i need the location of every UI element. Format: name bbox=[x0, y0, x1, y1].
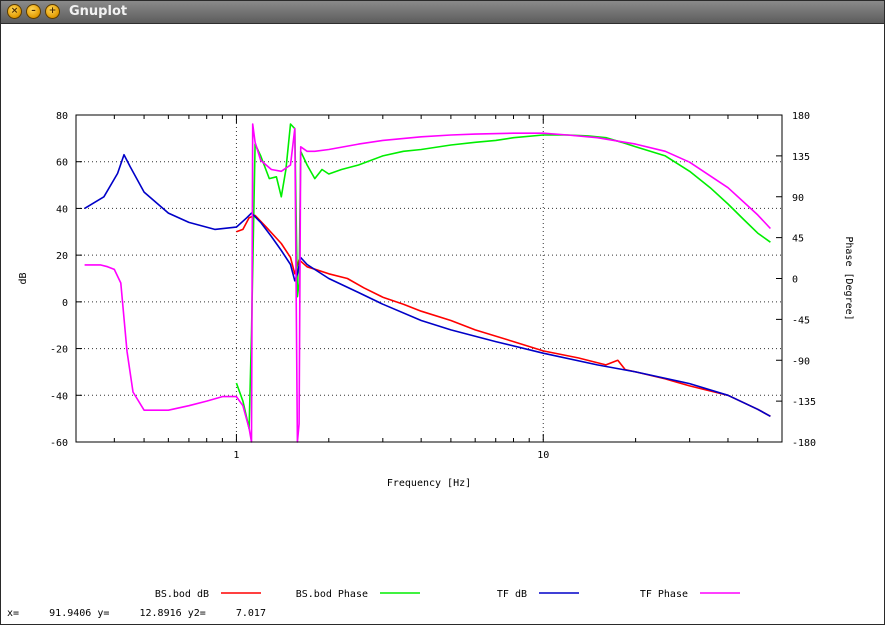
x-tick-label: 1 bbox=[233, 450, 239, 461]
plot-frame bbox=[75, 114, 783, 443]
y2-tick-label: 45 bbox=[792, 234, 804, 245]
legend-label-4: TF Phase bbox=[640, 589, 688, 600]
y2-tick-label: -90 bbox=[792, 356, 810, 367]
y2-tick-label: 90 bbox=[792, 193, 804, 204]
y2-readout-label: y2= bbox=[187, 608, 206, 619]
y-tick-label: -40 bbox=[50, 391, 68, 402]
series-lines bbox=[84, 123, 771, 443]
x-tick-label: 10 bbox=[537, 450, 549, 461]
maximize-icon[interactable]: + bbox=[45, 4, 60, 19]
bode-plot: -60 -40 -20 0 20 40 60 80 -180 -135 -90 -45 0 45 90 135… bbox=[18, 111, 854, 600]
legend-label-2: BS.bod Phase bbox=[296, 589, 368, 600]
y2-tick-label: 180 bbox=[792, 111, 810, 122]
grid-lines bbox=[76, 115, 782, 442]
legend-label-1: BS.bod dB bbox=[155, 589, 209, 600]
series-line-1 bbox=[236, 214, 771, 418]
y2-tick-label: 0 bbox=[792, 275, 798, 286]
x-axis-label: Frequency [Hz] bbox=[387, 478, 471, 489]
y-tick-label: 20 bbox=[56, 251, 68, 262]
legend-label-3: TF dB bbox=[497, 589, 527, 600]
tick-labels: -60 -40 -20 0 20 40 60 80 -180 -135 -90 -45 0 45 90 135… bbox=[50, 111, 816, 461]
x-readout-value: 91.9406 bbox=[49, 608, 92, 619]
y2-tick-label: 135 bbox=[792, 152, 810, 163]
y2-axis-label: Phase [Degree] bbox=[843, 236, 854, 320]
series-line-4 bbox=[84, 123, 771, 443]
y-axis-label: dB bbox=[18, 272, 29, 284]
close-icon[interactable]: × bbox=[7, 4, 22, 19]
legend: BS.bod dB BS.bod Phase TF dB TF Phase bbox=[155, 589, 740, 600]
y-tick-label: 0 bbox=[62, 298, 68, 309]
y-tick-label: -20 bbox=[50, 345, 68, 356]
x-readout-label: x= bbox=[7, 608, 20, 619]
y2-tick-label: -180 bbox=[792, 438, 816, 449]
series-line-2 bbox=[235, 123, 771, 430]
y-tick-label: 60 bbox=[56, 158, 68, 169]
y-tick-label: 80 bbox=[56, 111, 68, 122]
title-bar: × – + Gnuplot bbox=[1, 1, 884, 24]
window-title: Gnuplot bbox=[69, 4, 128, 19]
y-readout-value: 12.8916 bbox=[139, 608, 182, 619]
y-tick-label: 40 bbox=[56, 204, 68, 215]
y-readout-label: y= bbox=[97, 608, 110, 619]
y-tick-label: -60 bbox=[50, 438, 68, 449]
y2-tick-label: -135 bbox=[792, 397, 816, 408]
y2-readout-value: 7.017 bbox=[235, 608, 266, 619]
minimize-icon[interactable]: – bbox=[26, 4, 41, 19]
coordinate-readout: x= 91.9406 y= 12.8916 y2= 7.017 bbox=[7, 608, 266, 619]
y2-tick-label: -45 bbox=[792, 315, 810, 326]
series-line-3 bbox=[84, 153, 771, 418]
axis-ticks bbox=[75, 114, 783, 443]
